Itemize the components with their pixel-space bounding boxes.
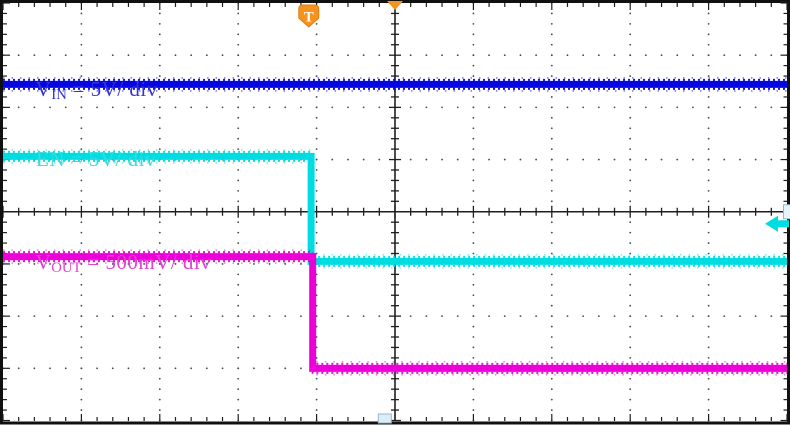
- en-trace-label: EN = 5V/ div: [13, 122, 156, 197]
- trigger-badge-icon: [298, 4, 320, 28]
- vin-label-subscript: IN: [51, 87, 67, 104]
- scope-markers: T: [298, 1, 790, 424]
- trace-vin: [3, 77, 787, 92]
- vout-label-scale: = 500mV/ div: [81, 250, 212, 274]
- en-label-symbol: EN: [36, 147, 65, 171]
- trigger-time-arrow-icon: [387, 1, 403, 10]
- vout-label-subscript: OUT: [51, 260, 82, 277]
- ch2-level-arrow-icon: [765, 215, 789, 232]
- bottom-border-marker: [377, 413, 392, 424]
- vout-trace-label: VOUT = 500mV/ div: [13, 225, 211, 300]
- vin-label-symbol: V: [35, 77, 52, 101]
- center-axes: [2, 2, 788, 422]
- waveform-traces: [3, 77, 787, 376]
- vin-trace-label: VIN = 5V/ div: [13, 52, 158, 127]
- trigger-badge-letter: T: [304, 10, 314, 26]
- vout-label-symbol: V: [35, 250, 52, 274]
- en-label-scale: = 5V/ div: [65, 147, 156, 171]
- trace-vout: [3, 249, 787, 376]
- trace-en: [3, 149, 787, 269]
- right-border-axis-marker: [783, 204, 790, 220]
- vin-label-scale: = 5V/ div: [66, 77, 158, 101]
